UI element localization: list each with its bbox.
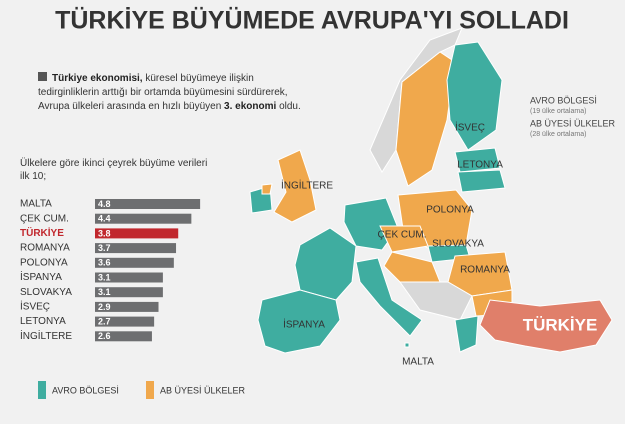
- category-label: İSVEÇ: [20, 300, 50, 313]
- legend-note: (19 ülke ortalama): [530, 108, 586, 115]
- bar: [95, 272, 163, 283]
- category-label: LETONYA: [20, 316, 66, 327]
- key-swatch: [146, 381, 154, 399]
- map: [249, 27, 613, 354]
- intro-text: küresel büyümeye ilişkin tedirginlikleri…: [38, 73, 288, 112]
- map-label: SLOVAKYA: [432, 239, 484, 250]
- bar: [95, 301, 159, 312]
- bar: [95, 331, 152, 342]
- map-label: MALTA: [402, 357, 434, 368]
- map-label: İSPANYA: [283, 318, 325, 331]
- legend-label: AB ÜYESİ ÜLKELER: [530, 118, 616, 128]
- bar: [95, 243, 177, 254]
- chart-title: Ülkelere göre ikinci çeyrek büyüme veril…: [20, 157, 207, 182]
- key-swatch: [38, 381, 46, 399]
- bar: [95, 199, 201, 209]
- intro-bold: 3. ekonomi: [224, 101, 277, 112]
- category-label: ÇEK CUM.: [20, 213, 69, 224]
- category-label: POLONYA: [20, 257, 68, 268]
- category-label: İSPANYA: [20, 270, 62, 283]
- value-label: 4.8: [98, 199, 111, 209]
- intro-bold: Türkiye ekonomisi,: [52, 73, 143, 84]
- bar: [95, 213, 192, 224]
- map-label: İNGİLTERE: [281, 179, 333, 192]
- map-label: POLONYA: [426, 205, 474, 216]
- intro-text: oldu.: [276, 101, 301, 112]
- map-label: ÇEK CUM.: [378, 230, 427, 241]
- value-label: 3.1: [98, 272, 111, 282]
- map-label: ROMANYA: [460, 265, 510, 276]
- category-label: ROMANYA: [20, 243, 70, 254]
- key-label: AVRO BÖLGESİ: [52, 385, 119, 395]
- value-label: 2.7: [98, 316, 111, 326]
- value-label: 3.1: [98, 287, 111, 297]
- map-label: LETONYA: [457, 160, 503, 171]
- bar: [95, 228, 179, 239]
- category-label: SLOVAKYA: [20, 287, 72, 298]
- key-label: AB ÜYESİ ÜLKELER: [160, 385, 246, 395]
- value-label: 2.6: [98, 331, 111, 341]
- category-label: İNGİLTERE: [20, 329, 72, 342]
- map-label: TÜRKİYE: [523, 315, 598, 334]
- title: TÜRKİYE BÜYÜMEDE AVRUPA'YI SOLLADI: [55, 6, 569, 35]
- legend-note: (28 ülke ortalama): [530, 131, 586, 138]
- bar: [95, 316, 155, 327]
- category-label: MALTA: [20, 199, 52, 210]
- value-label: 4.4: [98, 214, 111, 224]
- intro: Türkiye ekonomisi, küresel büyümeye iliş…: [38, 72, 308, 114]
- category-label: TÜRKİYE: [20, 226, 64, 239]
- value-label: 3.7: [98, 243, 111, 253]
- map-label: İSVEÇ: [455, 121, 485, 134]
- bar: [95, 257, 174, 268]
- bar: [95, 287, 163, 298]
- value-label: 2.9: [98, 302, 111, 312]
- value-label: 3.8: [98, 228, 111, 238]
- legend-label: AVRO BÖLGESİ: [530, 95, 597, 105]
- value-label: 3.6: [98, 258, 111, 268]
